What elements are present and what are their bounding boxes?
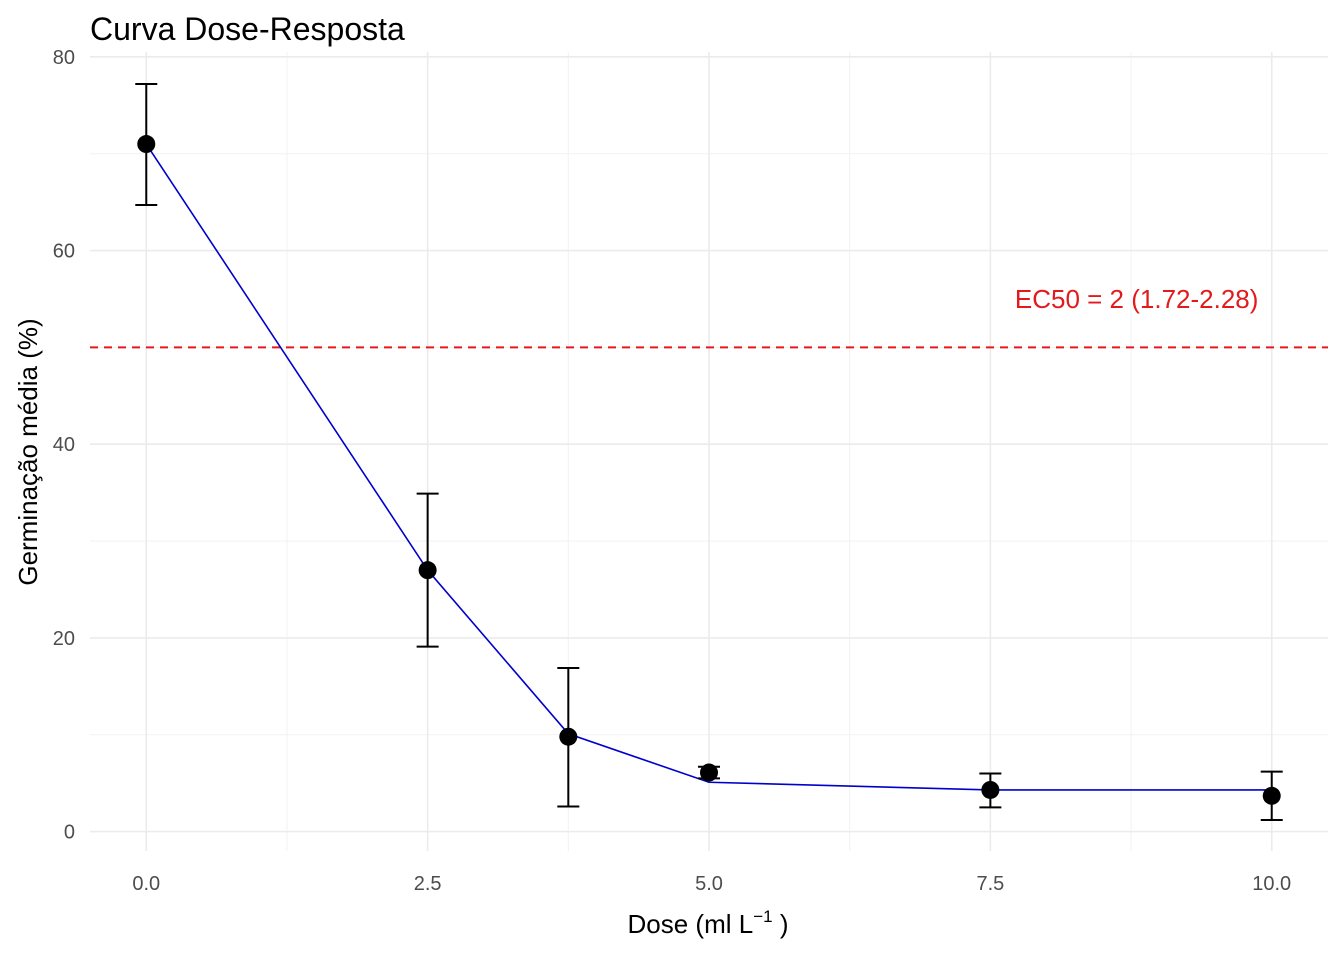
fit-line-group [145, 143, 1272, 791]
x-tick-label: 2.5 [414, 873, 442, 895]
data-point [418, 561, 437, 580]
x-tick-label: 5.0 [695, 873, 723, 895]
data-point [1262, 786, 1281, 805]
y-axis-title: Germinação média (%) [13, 318, 43, 585]
x-tick-label: 0.0 [132, 873, 160, 895]
x-axis-title-end: ) [773, 909, 789, 939]
grid [90, 52, 1328, 851]
y-tick-label: 60 [53, 241, 75, 263]
x-tick-label: 7.5 [976, 873, 1004, 895]
x-axis-title: Dose (ml L−1 ) [628, 907, 789, 939]
data-point [137, 135, 156, 154]
ec50-annotation: EC50 = 2 (1.72-2.28) [1015, 284, 1259, 314]
data-points [137, 135, 1281, 805]
data-point [700, 763, 718, 782]
fit-line [145, 143, 1272, 791]
y-tick-labels: 0 20 40 60 80 [53, 47, 75, 844]
data-point [981, 780, 1000, 799]
x-tick-labels: 0.0 2.5 5.0 7.5 10.0 [132, 873, 1291, 895]
y-tick-label: 20 [53, 628, 75, 650]
x-tick-label: 10.0 [1252, 873, 1291, 895]
x-axis-title-superscript: −1 [753, 907, 772, 926]
x-axis-title-text: Dose (ml L [628, 909, 754, 939]
y-tick-label: 40 [53, 434, 75, 456]
y-tick-label: 0 [64, 822, 75, 844]
chart-title: Curva Dose-Resposta [90, 11, 405, 47]
y-tick-label: 80 [53, 47, 75, 69]
data-point [559, 727, 578, 746]
